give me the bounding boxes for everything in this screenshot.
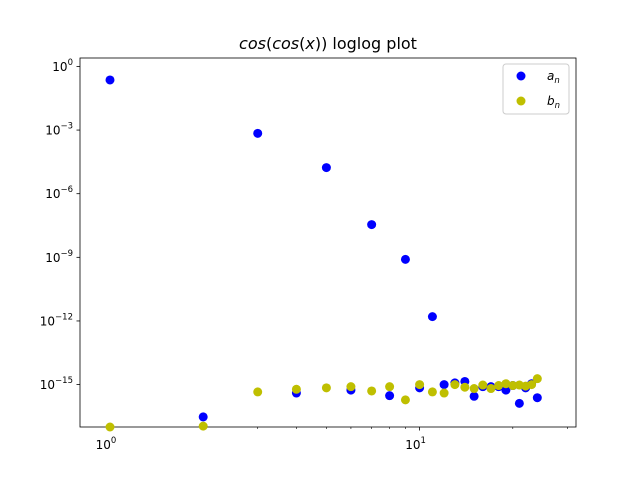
chart-title: cos(cos(x)) loglog plot — [239, 34, 417, 53]
legend-marker-an — [516, 71, 526, 81]
y-tick-label: 10−9 — [45, 249, 73, 265]
legend-label-bn: bn — [547, 94, 560, 111]
data-point-bn — [450, 380, 460, 390]
data-point-bn — [508, 381, 518, 391]
data-point-bn — [478, 380, 488, 390]
data-point-bn — [439, 388, 449, 398]
data-point-bn — [494, 381, 504, 391]
data-point-bn — [532, 374, 542, 384]
y-axis: 100 10−3 10−6 10−9 10−12 10−15 — [40, 58, 80, 392]
data-point-bn — [400, 395, 410, 405]
y-tick-label: 100 — [52, 58, 73, 74]
data-point-an — [501, 385, 511, 395]
data-point-an — [514, 398, 524, 408]
data-point-an — [253, 128, 263, 138]
data-point-an — [439, 380, 449, 390]
x-tick-label: 101 — [405, 436, 426, 452]
data-point-bn — [367, 386, 377, 396]
legend-label-an: an — [547, 69, 560, 86]
y-tick-label: 10−6 — [45, 185, 73, 201]
data-point-bn — [427, 387, 437, 397]
data-point-an — [367, 220, 377, 230]
data-point-bn — [385, 382, 395, 392]
data-point-an — [400, 254, 410, 264]
y-tick-label: 10−15 — [40, 376, 73, 392]
plot-area — [79, 57, 577, 428]
data-point-an — [469, 391, 479, 401]
data-point-bn — [253, 387, 263, 397]
data-points — [105, 75, 542, 432]
data-point-bn — [486, 384, 496, 394]
data-point-bn — [198, 421, 208, 431]
x-axis: 100 101 — [96, 427, 568, 452]
data-point-bn — [501, 379, 511, 389]
data-point-an — [321, 163, 331, 173]
legend-marker-bn — [516, 96, 526, 106]
data-point-bn — [105, 422, 115, 432]
x-tick-label: 100 — [96, 436, 117, 452]
data-point-bn — [321, 383, 331, 393]
data-point-bn — [469, 384, 479, 394]
data-point-bn — [460, 382, 470, 392]
y-tick-label: 10−12 — [40, 312, 73, 328]
legend: an bn — [502, 63, 570, 115]
data-point-an — [532, 393, 542, 403]
y-tick-label: 10−3 — [45, 122, 73, 138]
data-point-bn — [527, 380, 537, 390]
data-point-bn — [291, 384, 301, 394]
data-point-an — [385, 391, 395, 401]
data-point-an — [198, 412, 208, 422]
data-point-bn — [415, 380, 425, 390]
data-point-an — [427, 312, 437, 322]
data-point-an — [105, 75, 115, 85]
data-point-bn — [346, 382, 356, 392]
